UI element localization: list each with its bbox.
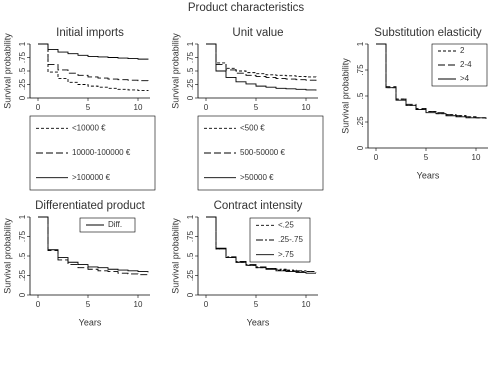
y-tick-label: .25 <box>186 78 195 90</box>
y-tick-label: 0 <box>186 292 195 297</box>
legend-label: <10000 € <box>72 123 106 132</box>
y-tick-label: .25 <box>18 269 27 281</box>
y-tick-label: .75 <box>356 64 365 76</box>
survival-line <box>206 43 317 81</box>
x-tick-label: 10 <box>134 103 143 112</box>
y-tick-label: .25 <box>186 269 195 281</box>
y-tick-label: .5 <box>18 67 27 74</box>
y-tick-label: 0 <box>186 95 195 100</box>
legend-label: .25-.75 <box>278 235 303 244</box>
x-tick-label: 0 <box>204 300 209 309</box>
y-axis-label: Survival probability <box>2 218 12 294</box>
y-tick-label: .5 <box>186 67 195 74</box>
survival-line <box>206 43 317 91</box>
legend-label: >4 <box>460 74 470 83</box>
y-tick-label: .25 <box>18 78 27 90</box>
x-tick-label: 10 <box>302 103 311 112</box>
x-tick-label: 0 <box>374 153 379 162</box>
x-tick-label: 0 <box>36 300 41 309</box>
legend-box <box>79 217 136 233</box>
y-axis-label: Survival probability <box>170 218 180 294</box>
y-tick-label: 1 <box>356 41 365 46</box>
x-axis-label: Years <box>79 317 102 327</box>
y-tick-label: 0 <box>18 292 27 297</box>
legend-label: >.75 <box>278 250 294 259</box>
x-tick-label: 10 <box>134 300 143 309</box>
y-tick-label: .75 <box>186 230 195 242</box>
panel-title: Initial imports <box>56 27 124 39</box>
y-tick-label: 0 <box>356 145 365 150</box>
y-axis-label: Survival probability <box>2 33 12 109</box>
survival-line <box>38 43 149 91</box>
x-tick-label: 10 <box>472 153 481 162</box>
legend-label: 10000-100000 € <box>72 148 131 157</box>
y-tick-label: 0 <box>18 95 27 100</box>
legend-label: <500 € <box>240 123 265 132</box>
legend-label: 2 <box>460 46 465 55</box>
y-tick-label: .5 <box>18 252 27 259</box>
x-axis-label: Years <box>247 317 270 327</box>
y-tick-label: .75 <box>18 51 27 63</box>
legend-label: >50000 € <box>240 173 274 182</box>
survival-line <box>376 43 487 119</box>
legend-label: 500-50000 € <box>240 148 285 157</box>
x-tick-label: 5 <box>254 300 259 309</box>
y-tick-label: .5 <box>186 252 195 259</box>
x-tick-label: 5 <box>86 103 91 112</box>
y-tick-label: 1 <box>186 41 195 46</box>
survival-line <box>376 43 486 119</box>
y-tick-label: .75 <box>18 230 27 242</box>
legend-label: Diff. <box>108 220 122 229</box>
survival-line <box>206 43 317 78</box>
x-axis-label: Years <box>417 170 440 180</box>
panel-title: Contract intensity <box>214 200 303 212</box>
y-tick-label: .25 <box>356 116 365 128</box>
y-tick-label: 1 <box>18 214 27 219</box>
x-tick-label: 5 <box>86 300 91 309</box>
x-tick-label: 5 <box>424 153 429 162</box>
legend-label: 2-4 <box>460 60 472 69</box>
panel-title: Substitution elasticity <box>374 27 482 39</box>
page-title: Product characteristics <box>188 2 305 14</box>
x-tick-label: 0 <box>36 103 41 112</box>
y-tick-label: 1 <box>18 41 27 46</box>
y-tick-label: .75 <box>186 51 195 63</box>
panel-title: Unit value <box>232 27 283 39</box>
y-axis-label: Survival probability <box>170 33 180 109</box>
y-axis-label: Survival probability <box>340 58 350 134</box>
legend-label: <.25 <box>278 220 294 229</box>
survival-line <box>38 216 149 276</box>
x-tick-label: 10 <box>302 300 311 309</box>
survival-line <box>206 216 316 274</box>
survival-line <box>38 216 149 273</box>
x-tick-label: 5 <box>254 103 259 112</box>
legend-label: >100000 € <box>72 173 111 182</box>
panel-title: Differentiated product <box>35 200 146 212</box>
survival-line <box>38 43 149 60</box>
y-tick-label: .5 <box>356 92 365 99</box>
y-tick-label: 1 <box>186 214 195 219</box>
x-tick-label: 0 <box>204 103 209 112</box>
survival-line <box>38 43 149 82</box>
